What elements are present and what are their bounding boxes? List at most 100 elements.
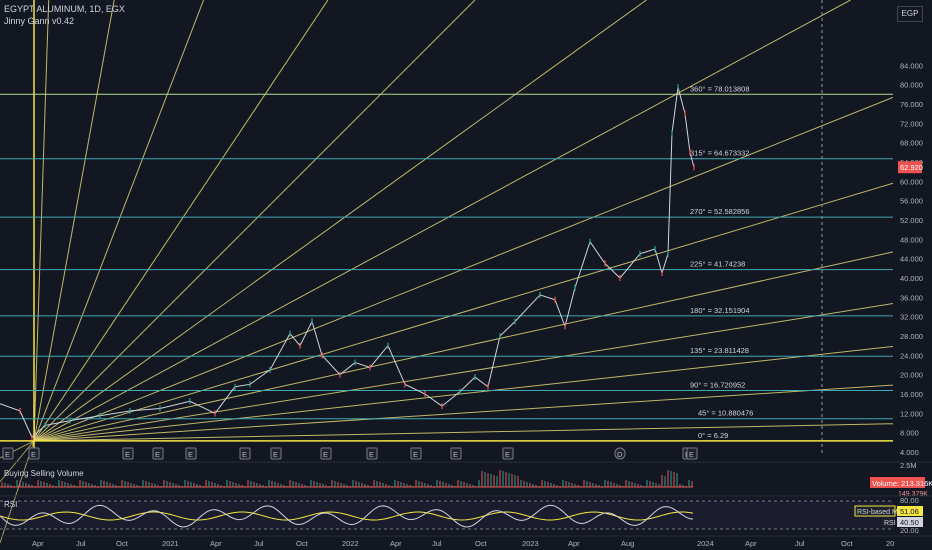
x-axis-tick: Apr [390,539,402,548]
x-axis-tick: 2022 [342,539,359,548]
event-marker [410,447,422,460]
gann-fan-line [0,440,35,483]
rsi-value-tag [897,517,923,527]
event-marker-label: E [31,450,36,459]
x-axis-tick: Oct [475,539,488,548]
y-axis-tick: 76.000 [900,100,923,109]
gann-fan-line [33,0,50,441]
rsi-band [0,501,893,529]
y-axis-tick: 60.000 [900,177,923,186]
rsi-line [0,504,694,528]
current-price-value: 62.920 [900,163,923,172]
x-axis-tick: Jul [432,539,442,548]
event-marker-label: E [323,450,328,459]
price-axis [893,0,932,455]
y-axis-tick: 12.000 [900,409,923,418]
gann-fan-line [33,0,647,442]
event-marker-label: E [188,450,193,459]
gann-fan-line [33,182,894,442]
x-axis-tick: Jul [254,539,264,548]
rsi-ma-line [0,511,694,521]
gann-level-label: 225° = 41.74238 [690,260,745,269]
x-axis-tick: Oct [296,539,309,548]
volume-panel-title: Buying Selling Volume [4,469,84,478]
x-axis-tick: Apr [32,539,44,548]
volume-value-tag [870,477,925,488]
x-axis-tick: Apr [568,539,580,548]
x-axis-tick: 2023 [522,539,539,548]
gann-fan-line [33,345,894,442]
y-axis-tick: 44.000 [900,255,923,264]
gann-level-label: 180° = 32.151904 [690,306,750,315]
x-axis-tick: 2021 [162,539,179,548]
x-axis-tick: Aug [621,539,634,548]
gann-level-label: 90° = 16.720952 [690,381,745,390]
y-axis-tick: 40.000 [900,274,923,283]
event-marker-label: E [505,450,510,459]
x-axis-tick: 2024 [697,539,714,548]
gann-level-label: 0° = 6.29 [698,431,728,440]
event-marker [152,447,164,460]
volume-axis-tick: 2.5M [900,461,917,470]
indicator-title: Jinny Gann v0.42 [4,16,75,26]
event-marker-label: E [5,450,10,459]
volume-secondary-value: 149.379K [898,491,928,498]
rsi-axis-tick: 80.00 [900,496,919,505]
y-axis-tick: 32.000 [900,313,923,322]
event-marker [185,447,197,460]
event-marker-label: E [273,450,278,459]
y-axis-tick: 52.000 [900,216,923,225]
gann-fan-line [33,0,851,442]
y-axis-tick: 16.000 [900,390,923,399]
event-marker-label: E [242,450,247,459]
gann-fan-line [33,0,476,442]
gann-fan-line [33,0,329,442]
y-axis-tick: 4.000 [900,448,919,457]
gann-fan-line [33,423,894,442]
gann-level-label: 45° = 10.880476 [698,409,753,418]
event-marker [28,447,40,460]
event-marker [239,447,251,460]
volume-value: Volume: 213.316K [872,479,932,488]
currency-button[interactable]: EGP [897,6,923,22]
event-marker [320,447,332,460]
event-marker-label: E [689,450,694,459]
current-price-tag [898,161,922,174]
gann-level-label: 270° = 52.582856 [690,207,750,216]
gann-level-label: 315° = 64.673332 [690,149,750,158]
x-axis-tick: Apr [210,539,222,548]
event-marker-label: D [617,450,623,459]
gann-level-label: 135° = 23.811428 [690,346,749,355]
rsi-tag [882,517,895,527]
rsi-ma-tag [854,505,896,517]
rsi-ma-label: RSI-based MA [857,509,903,516]
event-marker-label: E [453,450,458,459]
x-axis-tick: Oct [116,539,129,548]
gann-level-label: 360° = 78.013808 [690,84,750,93]
gann-fan-line [33,302,894,442]
rsi-panel-title: RSI [4,500,17,509]
gann-fan-line [33,0,115,442]
event-marker [450,447,462,460]
price-series [0,86,695,439]
event-marker-label: E [369,450,374,459]
x-axis-tick: Jul [795,539,805,548]
gann-fan-line [33,384,894,442]
rsi-axis-tick: 20.00 [900,526,919,535]
event-marker-label: E [125,450,130,459]
y-axis-tick: 8.000 [900,429,919,438]
y-axis-tick: 72.000 [900,119,923,128]
x-axis-tick: 20 [886,539,894,548]
y-axis-tick: 28.000 [900,332,923,341]
y-axis-tick: 20.000 [900,371,923,380]
event-marker [686,447,698,460]
event-marker [614,447,626,460]
y-axis-tick: 36.000 [900,293,923,302]
x-axis-tick: Apr [745,539,757,548]
y-axis-tick: 84.000 [900,61,923,70]
gann-fan-line [0,440,35,544]
y-axis-tick: 48.000 [900,235,923,244]
y-axis-tick: 56.000 [900,197,923,206]
rsi-value: 40.50 [900,518,919,527]
